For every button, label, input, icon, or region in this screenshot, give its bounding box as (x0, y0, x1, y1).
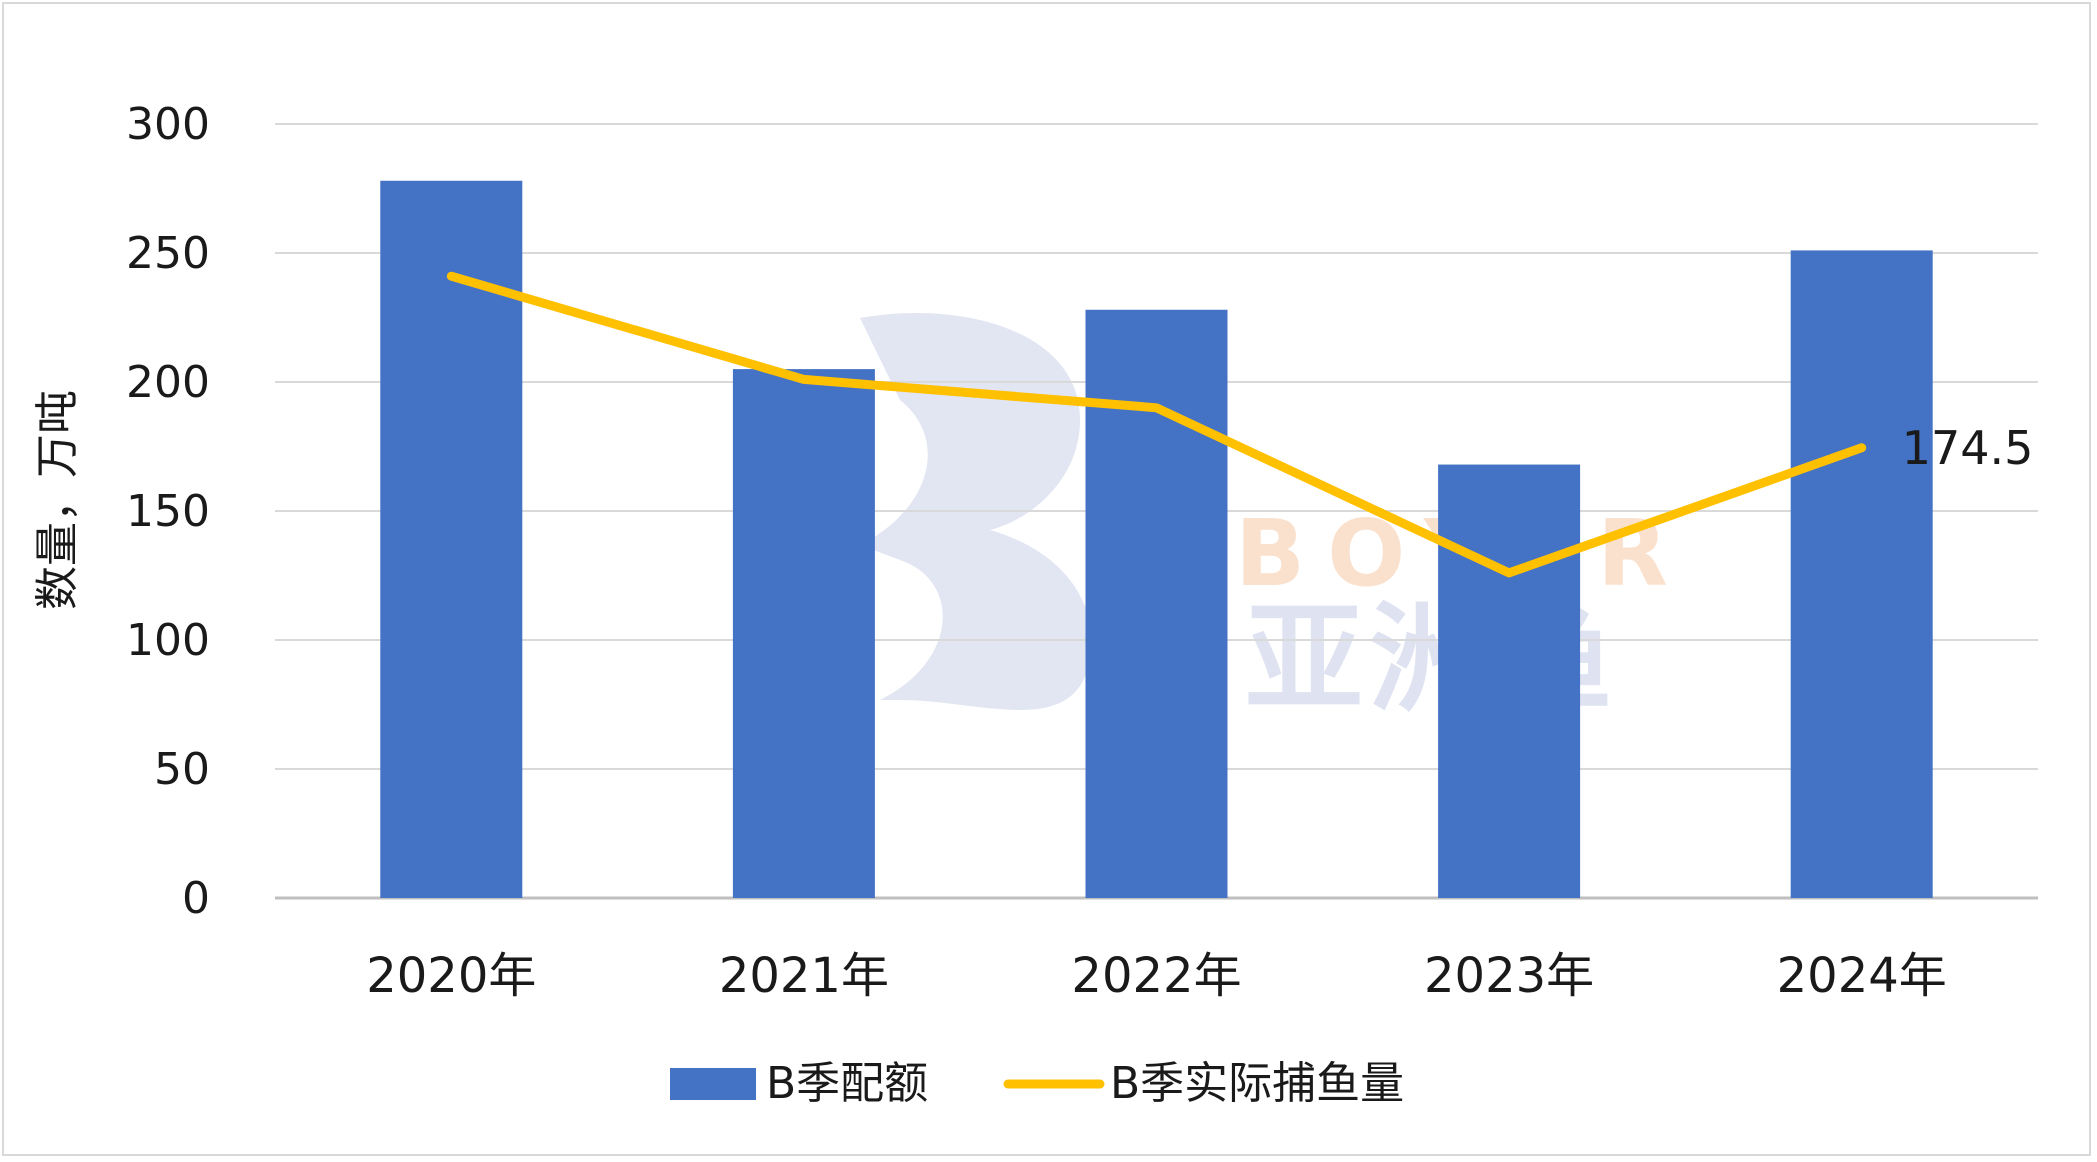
legend-label-line: B季实际捕鱼量 (1110, 1058, 1404, 1109)
data-label: 174.5 (1902, 421, 2034, 475)
bar (1438, 464, 1581, 898)
y-axis-ticks: 0 50 100 150 200 250 300 (126, 99, 210, 924)
x-tick-label: 2021年 (719, 948, 889, 1004)
legend-swatch-bar (670, 1068, 756, 1100)
y-tick-label: 50 (154, 744, 210, 795)
x-tick-label: 2023年 (1424, 948, 1594, 1004)
y-tick-label: 150 (126, 486, 210, 537)
x-tick-label: 2024年 (1777, 948, 1947, 1004)
bar (1085, 309, 1228, 898)
legend-label-bar: B季配额 (766, 1058, 928, 1109)
y-tick-label: 100 (126, 615, 210, 666)
bar (1790, 250, 1933, 899)
x-axis-ticks: 2020年 2021年 2022年 2023年 2024年 (366, 948, 1947, 1004)
x-tick-label: 2020年 (366, 948, 536, 1004)
line-point (1860, 446, 1863, 449)
line-point (1508, 571, 1511, 574)
line-series (446, 271, 1867, 578)
data-labels: 174.5 (1902, 421, 2034, 475)
line-point (1155, 406, 1158, 409)
bar (380, 180, 523, 898)
legend: B季配额 B季实际捕鱼量 (670, 1058, 1404, 1109)
y-axis-title: 数量，万吨 (32, 390, 83, 610)
y-tick-label: 250 (126, 228, 210, 279)
bar-series (380, 180, 1933, 899)
line-point (802, 378, 805, 381)
y-tick-label: 300 (126, 99, 210, 150)
y-tick-label: 0 (182, 873, 210, 924)
x-tick-label: 2022年 (1071, 948, 1241, 1004)
line-point (450, 275, 453, 278)
y-tick-label: 200 (126, 357, 210, 408)
bar (732, 369, 875, 899)
